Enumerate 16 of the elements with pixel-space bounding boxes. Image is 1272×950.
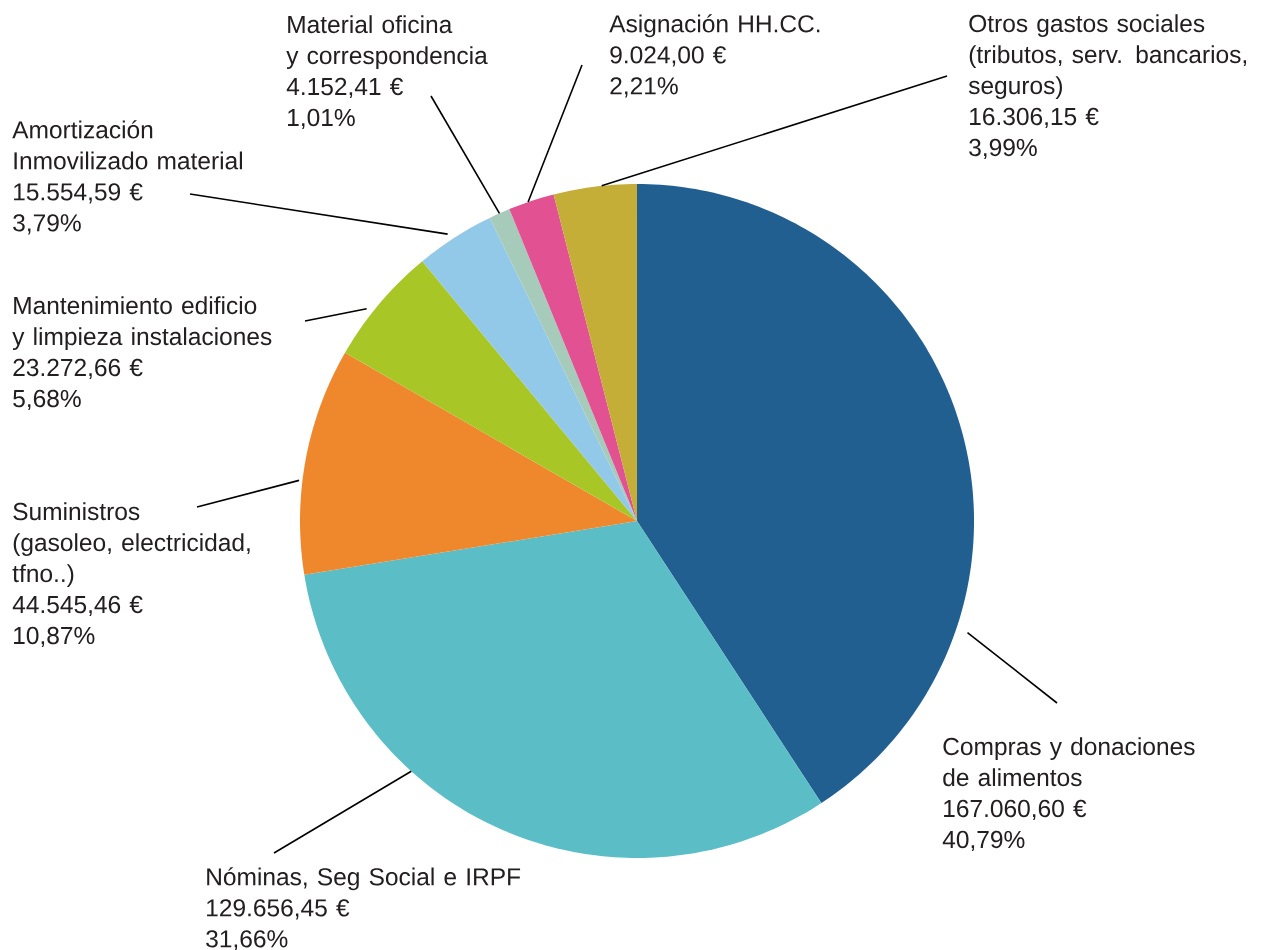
slice-label: Asignación HH.CC. [609,14,820,38]
slice-label: Nóminas, Seg Social e IRPF [207,867,521,891]
data-label: 44.545,46 € 10,87% [12,595,143,648]
data-label: 16.306,15 € 3,99% [969,107,1099,160]
data-label: 23.272,66 € 5,68% [13,358,143,411]
slice-label: Mantenimiento edificio y limpieza instalaciones [12,296,272,351]
slice-label: Material oficina y correspondencia [286,15,488,70]
slice-label: Otros gastos sociales (tributos, serv. bancarios, seguros) [968,14,1247,100]
data-label: 15.554,59 € 3,79% [13,183,143,235]
slice-label: Amortización Inmovilizado material [12,120,242,170]
data-label: 9.024,00 € 2,21% [610,46,726,98]
slice-label: Suministros (gasoleo, electricidad, tfno..) [12,502,250,588]
data-label: 129.656,45 € 31,66% [206,899,350,950]
data-label: 4.152,41 € 1,01% [286,77,403,130]
slice-label: Compras y donaciones de alimentos [943,737,1195,787]
data-label: 167.060,60 € 40,79% [942,799,1087,852]
